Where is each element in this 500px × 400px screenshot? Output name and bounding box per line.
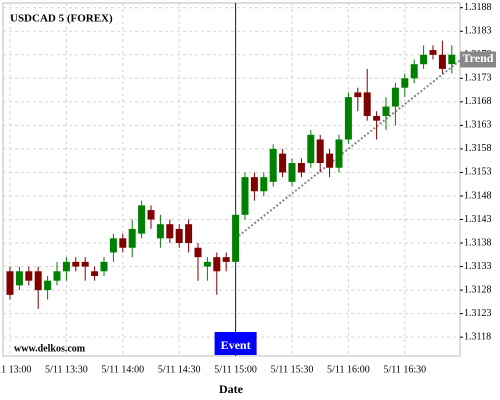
y-tick-label: 1.3188	[464, 2, 492, 13]
candle-body	[391, 87, 399, 107]
candle-body	[81, 261, 89, 267]
candle-body	[335, 139, 343, 168]
y-tick-label: 1.3153	[464, 167, 492, 178]
plot-frame	[2, 2, 461, 357]
candle-body	[448, 54, 456, 65]
y-tick-label: 1.3168	[464, 96, 492, 107]
trend-box	[460, 51, 496, 68]
x-tick-label: 5/11 14:30	[158, 364, 201, 375]
x-tick-label: 5/11 15:30	[271, 364, 314, 375]
x-tick-label: 5/11 15:00	[214, 364, 257, 375]
candle-body	[166, 224, 174, 239]
candle-body	[194, 247, 202, 258]
label-layer: 1.3118 1.3123 1.3128 1.3133 1.3138 1.3143 1.31…	[0, 2, 496, 375]
candle-body	[119, 238, 127, 248]
candle-body	[429, 50, 437, 55]
candle-body	[401, 78, 409, 88]
candle-body	[316, 139, 324, 164]
candle-body	[175, 228, 183, 244]
y-tick-label: 1.3163	[464, 120, 492, 131]
candle-body	[344, 97, 352, 140]
x-axis-label: Date	[219, 382, 244, 396]
candle-body	[438, 54, 446, 69]
candle-body	[147, 210, 155, 220]
candle-body	[326, 153, 334, 168]
x-tick-label: 5/11 13:30	[45, 364, 88, 375]
y-tick-label: 1.3118	[464, 331, 491, 342]
candle-body	[185, 224, 193, 244]
candle-body	[156, 224, 164, 239]
candle-body	[250, 177, 258, 192]
candle-body	[222, 257, 230, 262]
y-tick-label: 1.3158	[464, 143, 492, 154]
x-tick-label: 5/11 14:00	[101, 364, 144, 375]
candle-body	[53, 271, 61, 281]
candle-body	[420, 54, 428, 65]
candle-body	[307, 134, 315, 164]
x-tick-label: 5/11 16:00	[327, 364, 370, 375]
candle-body	[410, 64, 418, 79]
y-tick-label: 1.3133	[464, 261, 492, 272]
candle-body	[269, 148, 277, 182]
candle-body	[34, 271, 42, 291]
candle-body	[373, 115, 381, 121]
trend-label: Trend	[463, 51, 494, 65]
y-tick-label: 1.3183	[464, 26, 492, 37]
candle-body	[91, 271, 99, 276]
y-tick-label: 1.3148	[464, 190, 492, 201]
candle-body	[138, 205, 146, 234]
event-label: Event	[221, 338, 251, 352]
candle-body	[232, 214, 240, 262]
candle-body	[279, 153, 287, 173]
chart-title: USDCAD 5 (FOREX)	[10, 13, 113, 25]
candle-body	[128, 228, 136, 248]
y-tick-label: 1.3138	[464, 237, 492, 248]
y-tick-label: 1.3143	[464, 214, 492, 225]
candle-body	[44, 280, 52, 291]
candle-body	[109, 238, 117, 253]
candle-body	[62, 261, 70, 272]
candle-body	[288, 163, 296, 182]
x-tick-label: 5/11 13:00	[0, 364, 31, 375]
y-tick-label: 1.3123	[464, 308, 492, 319]
candle-body	[363, 92, 371, 116]
candle-body	[241, 177, 249, 215]
candle-body	[15, 271, 23, 286]
event-box	[214, 332, 257, 355]
watermark: www.delkos.com	[14, 343, 86, 354]
candle-body	[260, 177, 268, 192]
candle-body	[100, 261, 108, 272]
y-tick-label: 1.3128	[464, 284, 492, 295]
candle-body	[25, 271, 33, 281]
candle-body	[72, 261, 80, 267]
y-tick-label: 1.3173	[464, 73, 492, 84]
x-tick-label: 5/11 16:30	[383, 364, 426, 375]
candle-body	[6, 271, 14, 295]
plot-layer	[2, 2, 463, 357]
candle-body	[354, 92, 362, 98]
candle-body	[382, 106, 390, 116]
candle-body	[203, 261, 211, 267]
candle-body	[213, 257, 221, 272]
candle-body	[297, 163, 305, 173]
